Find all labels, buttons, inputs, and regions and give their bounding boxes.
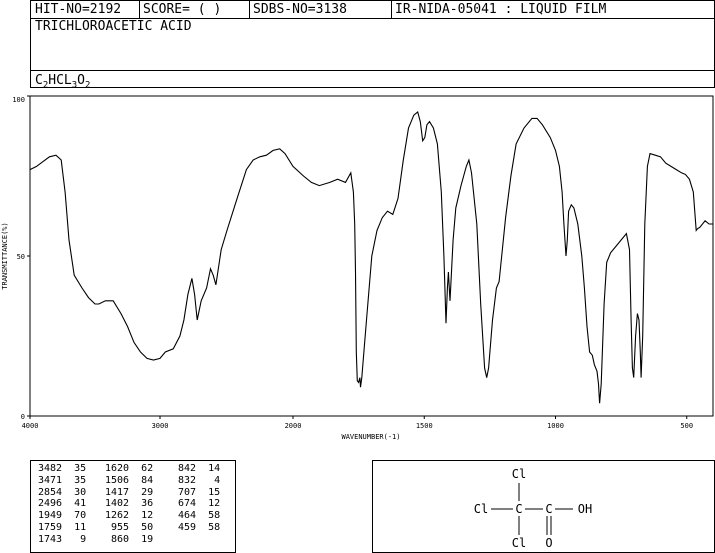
x-tick-label: 1500 bbox=[416, 422, 433, 430]
y-axis: 0 50 100 bbox=[12, 95, 30, 421]
header-panel: HIT-NO=2192 SCORE= ( ) SDBS-NO=3138 IR-N… bbox=[30, 0, 715, 91]
peak-row: 2854 30 bbox=[38, 486, 87, 498]
x-tick-label: 500 bbox=[680, 422, 693, 430]
x-tick-label: 3000 bbox=[152, 422, 169, 430]
y-tick-label: 0 bbox=[21, 413, 25, 421]
peak-row: 1620 62 bbox=[105, 463, 154, 474]
peak-row: 464 58 bbox=[172, 510, 221, 522]
sdbs-number: SDBS-NO=3138 bbox=[253, 2, 347, 17]
x-tick-label: 2000 bbox=[285, 422, 302, 430]
peak-row: 3471 35 bbox=[38, 474, 87, 486]
peak-column: 1620 62 1506 84 1417 29 1402 36 1262 12 955 … bbox=[105, 463, 153, 546]
peak-row: 1743 9 bbox=[38, 533, 87, 545]
y-tick-label: 100 bbox=[12, 96, 25, 104]
structure-panel: Cl Cl C C OH Cl O bbox=[372, 460, 715, 553]
transmittance-line bbox=[29, 111, 713, 404]
header-rule bbox=[31, 18, 714, 19]
peak-row: 707 15 bbox=[172, 486, 221, 498]
peak-row: 955 50 bbox=[105, 521, 154, 533]
peak-table: 3482 35 3471 35 2854 30 2496 41 1949 70 1759 … bbox=[30, 460, 236, 553]
y-tick-label: 50 bbox=[17, 253, 25, 261]
ir-spectrum-id: IR-NIDA-05041 : LIQUID FILM bbox=[395, 2, 607, 17]
hydroxyl-label: OH bbox=[578, 502, 592, 516]
peak-row: 1417 29 bbox=[105, 486, 154, 498]
peak-column: 3482 35 3471 35 2854 30 2496 41 1949 70 1759 … bbox=[38, 463, 86, 546]
carbon-2-label: C bbox=[545, 502, 552, 516]
peak-row: 1262 12 bbox=[105, 510, 154, 522]
peak-row: 459 58 bbox=[172, 521, 221, 533]
carbon-1-label: C bbox=[515, 502, 522, 516]
peak-row: 1402 36 bbox=[105, 498, 154, 510]
score: SCORE= ( ) bbox=[143, 2, 222, 17]
x-axis: 4000 3000 2000 1500 1000 500 bbox=[22, 416, 693, 430]
x-tick-label: 4000 bbox=[22, 422, 39, 430]
peak-row: 1759 11 bbox=[38, 521, 87, 533]
header-divider bbox=[249, 1, 250, 18]
molecular-formula: C2HCL3O2 bbox=[35, 73, 91, 91]
hit-number: HIT-NO=2192 bbox=[35, 2, 122, 17]
x-axis-label: WAVENUMBER(-1) bbox=[341, 433, 400, 441]
chlorine-bottom-label: Cl bbox=[512, 536, 526, 550]
peak-row: 3482 35 bbox=[38, 463, 87, 474]
ir-spectrum-chart: 0 50 100 4000 3000 2000 1500 1000 500 WAVENUMBE… bbox=[1, 95, 714, 441]
header-divider bbox=[139, 1, 140, 18]
y-axis-label: TRANSMITTANCE(%) bbox=[1, 222, 9, 289]
compound-name: TRICHLOROACETIC ACID bbox=[35, 19, 192, 34]
x-tick-label: 1000 bbox=[547, 422, 564, 430]
peak-row: 1506 84 bbox=[105, 474, 154, 486]
peak-row: 860 19 bbox=[105, 533, 154, 545]
oxygen-label: O bbox=[545, 536, 552, 550]
formula-rule bbox=[31, 70, 714, 71]
header-divider bbox=[391, 1, 392, 18]
peak-row: 2496 41 bbox=[38, 498, 87, 510]
peak-column: 842 14 832 4 707 15 674 12 464 58 459 58 bbox=[172, 463, 220, 534]
chlorine-top-label: Cl bbox=[512, 467, 526, 481]
peak-row: 832 4 bbox=[172, 474, 221, 486]
structure-diagram: Cl Cl C C OH Cl O bbox=[474, 467, 592, 550]
peak-row: 1949 70 bbox=[38, 510, 87, 522]
chlorine-left-label: Cl bbox=[474, 502, 488, 516]
peak-row: 842 14 bbox=[172, 463, 221, 474]
peak-row: 674 12 bbox=[172, 498, 221, 510]
